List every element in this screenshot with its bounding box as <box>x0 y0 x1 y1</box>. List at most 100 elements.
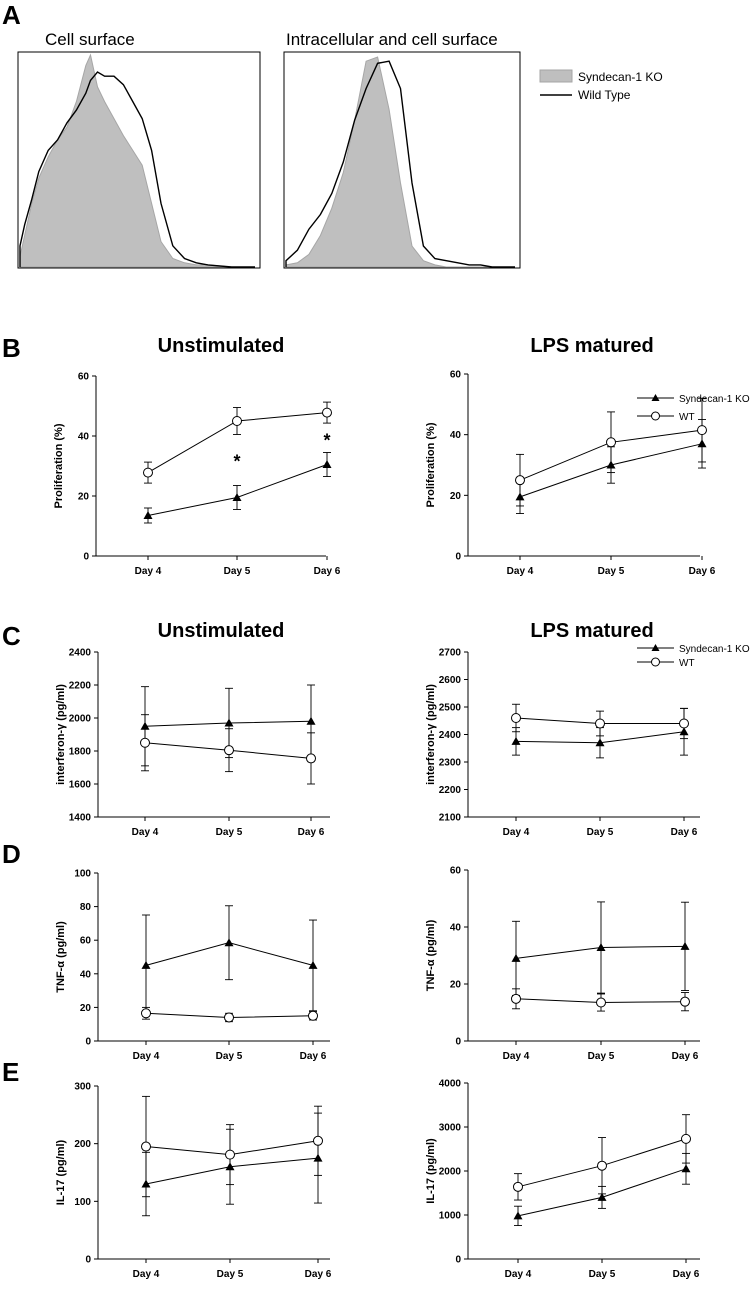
y-tick-label: 300 <box>74 1082 91 1093</box>
data-point-ko <box>596 943 606 952</box>
data-point-wt <box>308 1010 318 1021</box>
chart-b-right: 0 20 40 60 Day 4 Day 5 Day 6 Proliferation (%) <box>425 370 716 578</box>
y-tick-label: 2700 <box>439 648 462 659</box>
data-point-wt <box>143 467 153 478</box>
panel-letter-c: C <box>2 621 21 651</box>
y-tick-label: 0 <box>455 1037 461 1048</box>
data-point-wt <box>697 425 707 436</box>
y-axis-label: Proliferation (%) <box>425 422 437 507</box>
y-tick-label: 0 <box>455 552 461 563</box>
x-tick-label: Day 4 <box>505 1269 532 1280</box>
chart-e-right: 0 1000 2000 3000 4000 Day 4 Day 5 Day 6 IL-17 (p… <box>425 1079 700 1280</box>
y-tick-label: 2400 <box>69 648 92 659</box>
flow-legend: Syndecan-1 KO Wild Type <box>539 69 663 102</box>
x-tick-label: Day 5 <box>216 1051 243 1062</box>
y-axis-label: Proliferation (%) <box>53 423 65 508</box>
x-tick-label: Day 5 <box>589 1269 616 1280</box>
x-tick-label: Day 4 <box>507 566 534 577</box>
data-point-ko <box>143 511 153 519</box>
data-point-ko <box>597 1192 607 1201</box>
legend-c-wt-label: WT <box>679 658 695 669</box>
y-tick-label: 3000 <box>439 1123 462 1134</box>
y-tick-label: 1400 <box>69 813 92 824</box>
data-point-wt <box>515 475 525 486</box>
data-point-ko <box>511 736 521 745</box>
flow-title-right: Intracellular and cell surface <box>286 30 498 49</box>
title-c-right: LPS matured <box>530 620 653 642</box>
panel-letter-e: E <box>2 1057 19 1087</box>
y-tick-label: 1000 <box>439 1211 462 1222</box>
flow-wt-histogram <box>285 60 515 268</box>
data-point-wt <box>595 718 605 729</box>
title-b-left: Unstimulated <box>158 335 285 357</box>
data-point-wt <box>679 718 689 729</box>
y-axis-label: TNF-α (pg/ml) <box>425 919 437 991</box>
data-point-ko <box>511 953 521 962</box>
y-tick-label: 2600 <box>439 675 462 686</box>
title-b-right: LPS matured <box>530 335 653 357</box>
flow-wt-histogram <box>19 71 255 268</box>
x-tick-label: Day 4 <box>132 827 159 838</box>
x-tick-label: Day 5 <box>217 1269 244 1280</box>
data-point-ko <box>232 493 242 501</box>
legend-swatch-ko-shaded <box>539 69 573 83</box>
y-tick-label: 2000 <box>439 1167 462 1178</box>
flow-title-left: Cell surface <box>45 30 135 49</box>
chart-d-left: 0 20 40 60 80 100 Day 4 Day 5 Day 6 TNF-α (pg/ml) <box>55 869 330 1062</box>
data-point-wt <box>225 1149 235 1160</box>
data-point-ko <box>680 941 690 950</box>
panel-letter-a: A <box>2 0 21 30</box>
data-point-wt <box>596 997 606 1008</box>
y-tick-label: 100 <box>74 1197 91 1208</box>
y-tick-label: 100 <box>74 869 91 880</box>
y-tick-label: 0 <box>83 552 89 563</box>
legend-c-ko-label: Syndecan-1 KO <box>679 644 750 655</box>
data-point-ko <box>308 960 318 969</box>
y-tick-label: 0 <box>455 1255 461 1266</box>
y-tick-label: 2200 <box>69 681 92 692</box>
data-point-wt <box>511 993 521 1004</box>
y-axis-label: IL-17 (pg/ml) <box>55 1139 67 1205</box>
flow-legend-wt: Wild Type <box>578 88 631 102</box>
chart-d-right: 0 20 40 60 Day 4 Day 5 Day 6 TNF-α (pg/ml) <box>425 866 700 1062</box>
x-tick-label: Day 6 <box>298 827 325 838</box>
data-point-ko <box>513 1211 523 1220</box>
data-point-ko <box>595 738 605 747</box>
title-c-left: Unstimulated <box>158 620 285 642</box>
y-tick-label: 2000 <box>69 714 92 725</box>
data-point-wt <box>232 416 242 426</box>
legend-c: Syndecan-1 KO WT <box>637 644 750 669</box>
data-point-ko <box>322 460 332 468</box>
y-tick-label: 20 <box>78 492 90 503</box>
data-point-wt <box>513 1181 523 1192</box>
y-axis-label: interferon-γ (pg/ml) <box>55 684 67 785</box>
x-tick-label: Day 6 <box>305 1269 332 1280</box>
data-point-ko <box>224 718 234 727</box>
x-tick-label: Day 4 <box>133 1269 160 1280</box>
y-tick-label: 20 <box>80 1003 92 1014</box>
y-axis-label: TNF-α (pg/ml) <box>55 921 67 993</box>
chart-c-right: 2100 2200 2300 2400 2500 2600 2700 Day 4 Day 5 Da… <box>425 648 700 838</box>
x-tick-label: Day 6 <box>689 566 716 577</box>
legend-c-wt-marker <box>651 657 660 667</box>
x-tick-label: Day 4 <box>135 566 162 577</box>
x-tick-label: Day 5 <box>588 1051 615 1062</box>
x-tick-label: Day 4 <box>133 1051 160 1062</box>
x-tick-label: Day 6 <box>672 1051 699 1062</box>
data-point-wt <box>141 1141 151 1152</box>
y-axis-label: IL-17 (pg/ml) <box>425 1138 437 1204</box>
y-tick-label: 2500 <box>439 703 462 714</box>
chart-c-left: 1400 1600 1800 2000 2200 2400 Day 4 Day 5 Day 6 i… <box>55 648 330 838</box>
y-tick-label: 2300 <box>439 758 462 769</box>
data-point-wt <box>224 745 234 756</box>
flow-frame-right <box>283 51 521 269</box>
y-tick-label: 200 <box>74 1139 91 1150</box>
x-tick-label: Day 5 <box>224 566 251 577</box>
y-tick-label: 60 <box>450 370 462 381</box>
legend-b-ko-label: Syndecan-1 KO <box>679 394 750 405</box>
x-tick-label: Day 6 <box>300 1051 327 1062</box>
y-tick-label: 40 <box>450 923 462 934</box>
data-point-wt <box>140 737 150 748</box>
x-tick-label: Day 6 <box>314 566 341 577</box>
data-point-wt <box>306 753 316 764</box>
